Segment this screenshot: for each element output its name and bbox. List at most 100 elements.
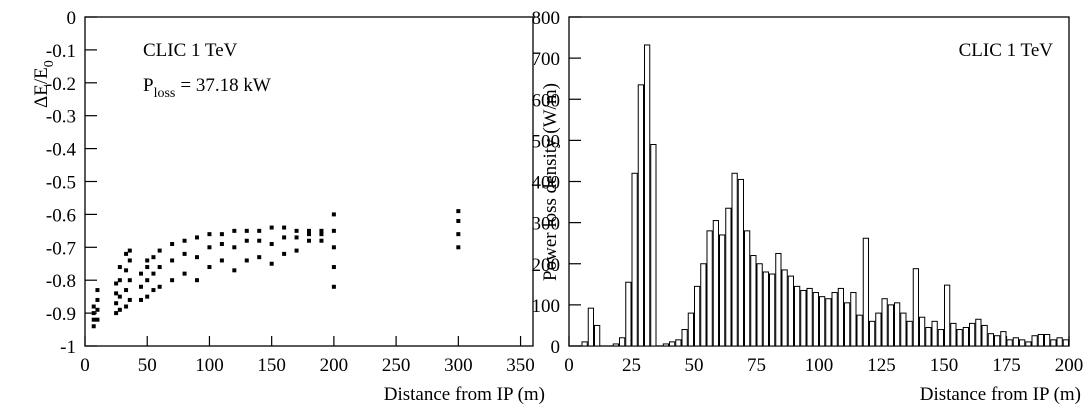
annotation: CLIC 1 TeV [143, 40, 238, 61]
point [95, 307, 100, 312]
x-tick-label: 350 [506, 355, 535, 376]
bar [1006, 339, 1013, 347]
bar [956, 329, 963, 347]
bar [731, 172, 738, 347]
bar [787, 275, 794, 347]
point [157, 284, 162, 289]
y-tick-label: -0.6 [46, 205, 76, 226]
annotation: Ploss = 37.18 kW [143, 75, 271, 101]
point [331, 228, 336, 233]
x-tick-label: 100 [805, 355, 834, 376]
bar [756, 263, 763, 347]
x-tick-label: 150 [257, 355, 286, 376]
bar [669, 341, 676, 347]
x-tick-label: 50 [138, 355, 157, 376]
point [456, 209, 461, 214]
point [219, 232, 224, 237]
bar [619, 337, 626, 347]
bar [969, 322, 976, 347]
bar [587, 307, 594, 347]
point [282, 251, 287, 256]
point [269, 242, 274, 247]
y-tick-label: -0.3 [46, 107, 76, 128]
point [91, 317, 96, 322]
bar [912, 268, 919, 347]
panel: 0 50 100 150 200 250 300 3500-0.1-0.2-0.3-0.4-0… [31, 8, 545, 405]
point [91, 311, 96, 316]
bar [650, 143, 657, 347]
bar [637, 84, 644, 347]
bar [812, 292, 819, 347]
x-tick-label: 200 [1055, 355, 1084, 376]
bar [1019, 339, 1026, 347]
x-tick-label: 25 [622, 355, 641, 376]
point [117, 307, 122, 312]
bar [1031, 335, 1038, 347]
bar [894, 302, 901, 347]
bar [1025, 341, 1032, 347]
point [232, 245, 237, 250]
x-tick-label: 100 [195, 355, 224, 376]
point [91, 304, 96, 309]
bar [744, 230, 751, 347]
bar [631, 172, 638, 347]
bar [750, 255, 757, 347]
point [127, 248, 132, 253]
point [95, 297, 100, 302]
bar [856, 314, 863, 347]
bar [862, 237, 869, 347]
point [269, 261, 274, 266]
y-tick-label: 0 [551, 337, 561, 358]
bar [981, 324, 988, 347]
bar [719, 234, 726, 347]
y-tick-label: 0 [67, 8, 77, 29]
y-tick-label: 300 [532, 214, 561, 235]
point [307, 238, 311, 243]
point [232, 268, 237, 273]
bar [962, 326, 969, 347]
point [232, 228, 237, 233]
annotation-part: P [143, 75, 154, 96]
bar [994, 335, 1001, 347]
x-tick-label: 150 [930, 355, 959, 376]
bar [819, 296, 826, 347]
x-axis-label: Distance from IP (m) [384, 384, 545, 405]
y-tick-label: -0.2 [46, 74, 76, 95]
bar [700, 263, 707, 347]
y-tick-label: -0.5 [46, 173, 76, 194]
point [124, 268, 129, 273]
x-tick-label: 200 [320, 355, 349, 376]
point [319, 238, 324, 243]
bar [1000, 331, 1007, 347]
point [257, 255, 262, 260]
point [170, 258, 175, 263]
point [219, 258, 224, 263]
point [124, 251, 129, 256]
bar [581, 341, 588, 347]
y-tick-label: -1 [60, 337, 76, 358]
bar [1012, 337, 1019, 347]
bar [800, 289, 807, 347]
point [139, 297, 143, 302]
bar [706, 230, 713, 347]
point [127, 258, 132, 263]
bar [644, 44, 651, 347]
point [282, 225, 287, 230]
y-tick-label: -0.9 [46, 304, 76, 325]
y-tick-label: -0.4 [46, 140, 77, 161]
point [182, 238, 187, 243]
annotation-part: = 37.18 kW [180, 75, 270, 96]
point [182, 271, 187, 276]
point [244, 258, 249, 263]
y-tick-label: 100 [532, 296, 561, 317]
y-tick-label: 800 [532, 8, 561, 29]
bar [1037, 333, 1044, 347]
bar [831, 292, 838, 347]
point [319, 228, 324, 233]
bar [937, 329, 944, 347]
point [157, 265, 162, 270]
bar [825, 298, 832, 347]
y-tick-label: -0.8 [46, 271, 76, 292]
point [117, 265, 122, 270]
